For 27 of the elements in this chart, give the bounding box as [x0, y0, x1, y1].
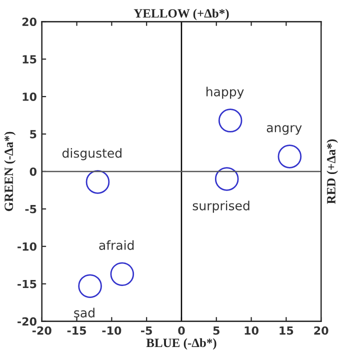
annotation: afraid — [99, 240, 134, 250]
x-tick-label: -15 — [67, 326, 86, 335]
annotation: angry — [266, 125, 302, 135]
x-tick-label: -10 — [102, 326, 122, 335]
chart-title: YELLOW (+Δb*) — [134, 8, 229, 20]
annotation: sad — [74, 308, 94, 318]
x-tick-label: 10 — [244, 326, 258, 335]
y-axis-title: GREEN (-Δa*) — [4, 132, 16, 212]
y-tick-label: -5 — [25, 205, 36, 214]
y-tick-label: 15 — [22, 55, 36, 64]
x-tick-label: 5 — [213, 326, 220, 335]
x-tick-label: 20 — [314, 326, 328, 335]
annotation: disgusted — [62, 148, 122, 160]
y-tick-label: 20 — [22, 18, 36, 26]
y-tick-label: -15 — [18, 280, 36, 288]
x-tick-label: 15 — [280, 326, 294, 335]
annotation: surprised — [192, 200, 250, 213]
y-tick-label: 0 — [30, 167, 36, 176]
y-tick-label: -20 — [18, 317, 36, 326]
x-axis-title: BLUE (-Δb*) — [146, 338, 216, 350]
x-tick-label: 0 — [178, 326, 185, 335]
y-tick-label: 10 — [22, 92, 36, 101]
y-tick-label: -10 — [18, 242, 36, 251]
x-tick-label: -5 — [141, 326, 152, 335]
y-tick-label: 5 — [30, 130, 36, 138]
y2-axis-title: RED (+Δa*) — [326, 139, 338, 204]
annotation: happy — [206, 86, 244, 99]
